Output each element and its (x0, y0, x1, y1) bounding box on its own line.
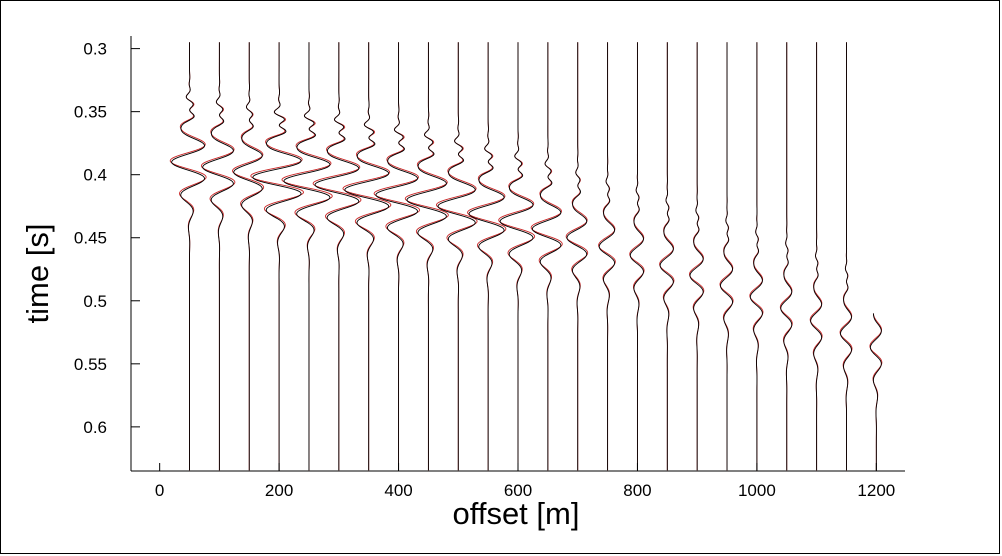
trace-series-black (344, 42, 390, 471)
trace-series-red (200, 42, 236, 471)
trace-series-black (233, 42, 263, 471)
trace-series-red (719, 42, 734, 471)
trace-series-black (810, 42, 823, 471)
trace-series-black (468, 42, 505, 471)
trace-series-red (565, 42, 589, 471)
y-tick-label: 0.55 (74, 355, 107, 374)
y-tick-label: 0.45 (74, 229, 107, 248)
trace-series-black (202, 42, 234, 471)
trace-series-black (375, 42, 419, 471)
trace-series-red (281, 42, 333, 471)
trace-series-red (498, 42, 536, 471)
trace-series-black (283, 42, 331, 471)
trace-series-black (659, 42, 674, 471)
x-tick-label: 800 (623, 481, 651, 500)
trace-series-red (250, 42, 305, 471)
trace-series-red (467, 42, 507, 471)
trace-series-black (780, 42, 793, 471)
trace-series-black (314, 42, 360, 471)
trace-series-red (598, 42, 616, 471)
trace-series-red (373, 42, 421, 471)
trace-series-black (629, 42, 644, 471)
y-tick-label: 0.35 (74, 103, 107, 122)
trace-series-red (659, 42, 675, 471)
y-tick-label: 0.6 (83, 418, 107, 437)
trace-series-red (169, 42, 207, 471)
y-tick-label: 0.5 (83, 292, 107, 311)
trace-series-black (406, 42, 447, 471)
trace-series-black (531, 42, 562, 471)
trace-series-red (435, 42, 478, 471)
trace-series-black (499, 42, 534, 471)
trace-series-black (840, 42, 852, 471)
y-tick-label: 0.3 (83, 40, 107, 59)
trace-series-red (404, 42, 449, 471)
x-tick-label: 1200 (857, 481, 895, 500)
trace-series-black (437, 42, 476, 471)
trace-series-black (171, 42, 205, 471)
trace-series-black (720, 42, 733, 471)
trace-series-red (530, 42, 563, 471)
x-tick-label: 1000 (738, 481, 776, 500)
trace-group (169, 42, 883, 471)
trace-series-red (232, 42, 265, 471)
x-tick-label: 0 (155, 481, 164, 500)
x-axis-title: offset [m] (453, 496, 580, 531)
x-tick-label: 400 (384, 481, 412, 500)
trace-series-red (629, 42, 645, 471)
x-tick-label: 200 (265, 481, 293, 500)
trace-series-black (566, 42, 588, 471)
trace-series-black (598, 42, 616, 471)
trace-series-red (688, 42, 705, 471)
trace-series-black (749, 42, 763, 471)
trace-series-black (689, 42, 704, 471)
trace-series-red (312, 42, 362, 471)
y-tick-group: 0.3 0.35 0.4 0.45 0.5 0.55 0.6 (74, 40, 140, 437)
y-tick-label: 0.4 (83, 166, 107, 185)
y-axis-title: time [s] (20, 224, 55, 324)
x-tick-label: 600 (504, 481, 532, 500)
x-tick-group: 0 200 400 600 800 1000 1200 (155, 463, 895, 500)
trace-series-black (252, 42, 302, 471)
trace-series-black (869, 313, 882, 471)
